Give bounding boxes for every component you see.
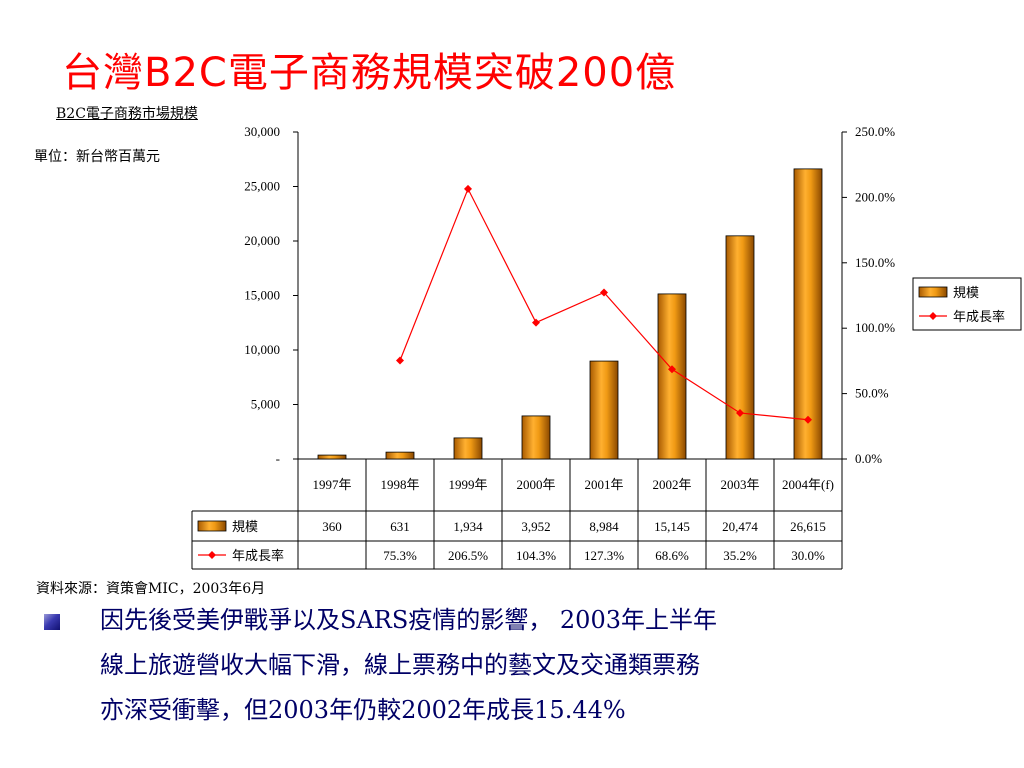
bar: [317, 454, 347, 460]
legend-bar-key: [918, 286, 948, 298]
bullet-line-2: 線上旅遊營收大幅下滑，線上票務中的藝文及交通類票務: [100, 651, 700, 679]
right-tick-label: 50.0%: [855, 386, 889, 401]
bar: [793, 168, 823, 460]
bar: [725, 235, 755, 460]
unit-label: 單位：新台幣百萬元: [34, 149, 160, 165]
source-note: 資料來源：資策會MIC，2003年6月: [36, 581, 266, 597]
bar: [657, 293, 687, 460]
bar-legend-key: [197, 520, 227, 532]
growth-value: 104.3%: [516, 548, 556, 563]
scale-value: 20,474: [722, 519, 758, 534]
growth-value: 35.2%: [723, 548, 757, 563]
growth-point: [668, 365, 676, 374]
category-label: 2004年(f): [782, 477, 834, 492]
scale-value: 631: [390, 519, 410, 534]
legend-line-marker: [929, 312, 937, 320]
chart: - 5,000 10,000 15,000 20,000 25,000 30,000 0.0%…: [191, 124, 1022, 570]
growth-point: [600, 288, 608, 297]
bullet-line-1: 因先後受美伊戰爭以及SARS疫情的影響， 2003年上半年: [100, 606, 717, 634]
growth-point: [532, 318, 540, 327]
scale-value: 360: [322, 519, 342, 534]
bar: [453, 437, 483, 460]
growth-point: [396, 356, 404, 365]
growth-value: 75.3%: [383, 548, 417, 563]
growth-point: [464, 184, 472, 193]
growth-value: 30.0%: [791, 548, 825, 563]
growth-value: 68.6%: [655, 548, 689, 563]
scale-value: 26,615: [790, 519, 826, 534]
right-tick-label: 150.0%: [855, 255, 895, 270]
chart-subtitle: B2C電子商務市場規模: [56, 106, 198, 122]
category-label: 2002年: [652, 477, 691, 492]
right-tick-label: 0.0%: [855, 451, 882, 466]
growth-value: 206.5%: [448, 548, 488, 563]
row-header-growth: 年成長率: [232, 548, 284, 563]
bar: [385, 451, 415, 460]
left-tick-label: 15,000: [244, 288, 280, 303]
bar: [521, 415, 551, 460]
line-legend-marker: [208, 551, 216, 559]
bar: [589, 360, 619, 460]
left-tick-label: -: [276, 451, 280, 466]
growth-point: [804, 415, 812, 424]
left-tick-label: 20,000: [244, 233, 280, 248]
left-tick-label: 10,000: [244, 342, 280, 357]
scale-value: 15,145: [654, 519, 690, 534]
right-tick-label: 100.0%: [855, 320, 895, 335]
growth-value: 127.3%: [584, 548, 624, 563]
legend-label-growth: 年成長率: [953, 309, 1005, 324]
left-tick-label: 25,000: [244, 179, 280, 194]
category-label: 2003年: [720, 477, 759, 492]
bullet-icon: [44, 614, 60, 630]
slide-title: 台灣B2C電子商務規模突破200億: [62, 50, 677, 96]
category-label: 1998年: [380, 477, 419, 492]
category-label: 1999年: [448, 477, 487, 492]
category-label: 2000年: [516, 477, 555, 492]
scale-value: 3,952: [521, 519, 550, 534]
left-tick-label: 5,000: [251, 397, 280, 412]
scale-value: 1,934: [453, 519, 483, 534]
category-label: 2001年: [584, 477, 623, 492]
scale-value: 8,984: [589, 519, 619, 534]
row-header-scale: 規模: [232, 519, 258, 534]
bullet-text: 因先後受美伊戰爭以及SARS疫情的影響， 2003年上半年 線上旅遊營收大幅下滑…: [100, 598, 980, 733]
category-label: 1997年: [312, 477, 351, 492]
bullet-line-3: 亦深受衝擊，但2003年仍較2002年成長15.44%: [100, 696, 626, 724]
right-tick-label: 250.0%: [855, 124, 895, 139]
right-tick-label: 200.0%: [855, 189, 895, 204]
growth-point: [736, 408, 744, 417]
legend-label-scale: 規模: [953, 285, 979, 300]
left-tick-label: 30,000: [244, 124, 280, 139]
